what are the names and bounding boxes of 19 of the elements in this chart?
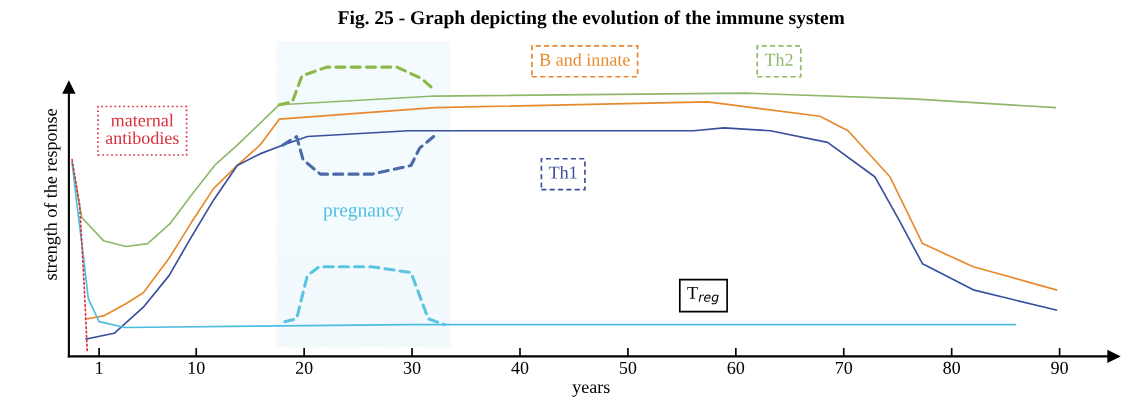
- x-tick-label: 70: [835, 361, 853, 374]
- x-tick-label: 60: [727, 361, 745, 374]
- chart-title: Fig. 25 - Graph depicting the evolution of the immune system: [337, 10, 845, 29]
- x-axis-title: years: [572, 384, 610, 397]
- y-axis-title: strength of the response: [43, 109, 61, 280]
- x-tick-label: 30: [403, 361, 421, 374]
- text: B and innate: [539, 53, 630, 66]
- series-label: T$_{reg}$: [687, 286, 719, 305]
- band-label: pregnancy: [323, 206, 404, 221]
- x-tick-label: 80: [943, 361, 961, 374]
- x-tick-label: 40: [511, 361, 529, 374]
- x-tick-label: 50: [619, 361, 637, 374]
- x-tick-label: 90: [1051, 361, 1068, 374]
- series-label: Th1: [548, 165, 577, 179]
- text: maternal antibodies: [105, 113, 179, 145]
- x-tick-label: 20: [295, 361, 313, 374]
- series-label: Th2: [764, 53, 793, 66]
- x-tick-label: 1: [96, 361, 103, 374]
- x-tick-label: 10: [188, 361, 205, 374]
